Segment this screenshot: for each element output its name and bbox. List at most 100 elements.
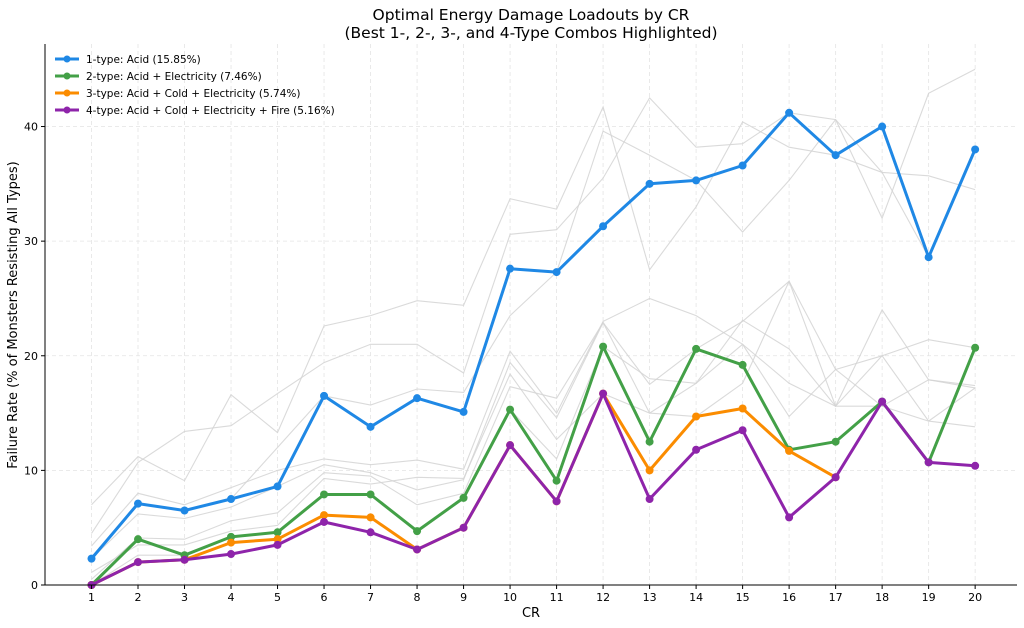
series-point	[320, 490, 329, 499]
x-tick-label: 8	[414, 591, 421, 604]
series-point	[692, 176, 701, 185]
chart-title: Optimal Energy Damage Loadouts by CR	[373, 6, 690, 24]
series-point	[320, 391, 329, 400]
series-point	[134, 535, 143, 544]
series-line	[90, 345, 977, 587]
x-tick-label: 12	[596, 591, 610, 604]
x-tick-label: 6	[321, 591, 328, 604]
legend-swatch-marker	[63, 72, 71, 80]
x-tick-label: 4	[228, 591, 235, 604]
series-point	[738, 360, 747, 369]
x-tick-label: 15	[736, 591, 750, 604]
series-point	[785, 108, 794, 117]
series-point	[552, 497, 561, 506]
x-tick-label: 14	[689, 591, 703, 604]
series-point	[459, 523, 468, 532]
series-point	[134, 558, 143, 567]
x-tick-label: 18	[875, 591, 889, 604]
series-point	[831, 437, 840, 446]
series-point	[134, 499, 143, 508]
series-layer	[87, 108, 980, 589]
series-line	[90, 111, 977, 560]
series-point	[413, 527, 422, 536]
legend-swatch-marker	[63, 89, 71, 97]
series-point	[273, 528, 282, 537]
series-point	[831, 151, 840, 160]
legend: 1-type: Acid (15.85%) 2-type: Acid + Elec…	[55, 54, 335, 117]
background-series-layer	[91, 68, 976, 586]
series-point	[413, 545, 422, 554]
legend-entry: 3-type: Acid + Cold + Electricity (5.74%…	[86, 88, 300, 100]
series-point	[366, 490, 375, 499]
x-tick-label: 19	[922, 591, 936, 604]
y-tick-label: 0	[31, 579, 38, 592]
series-point	[924, 253, 933, 262]
series-point	[320, 511, 329, 520]
x-tick-label: 1	[88, 591, 95, 604]
series-point	[878, 122, 887, 131]
series-point	[785, 446, 794, 455]
series-point	[227, 532, 236, 541]
series-point	[506, 264, 515, 273]
x-tick-label: 20	[968, 591, 982, 604]
series-point	[320, 517, 329, 526]
series-point	[506, 405, 515, 414]
series-point	[738, 426, 747, 435]
legend-entry: 1-type: Acid (15.85%)	[86, 54, 201, 66]
background-combo-line	[91, 105, 976, 506]
legend-swatch-marker	[63, 106, 71, 114]
series-point	[645, 466, 654, 475]
series-point	[971, 343, 980, 352]
legend-entry: 2-type: Acid + Electricity (7.46%)	[86, 71, 262, 83]
series-point	[227, 538, 236, 547]
series-point	[924, 458, 933, 467]
background-combo-line	[91, 280, 976, 559]
series-point	[180, 555, 189, 564]
series-point	[692, 445, 701, 454]
series-line	[90, 392, 976, 587]
chart-subtitle: (Best 1-, 2-, 3-, and 4-Type Combos High…	[345, 24, 718, 42]
series-point	[459, 407, 468, 416]
series-point	[971, 145, 980, 154]
x-tick-label: 13	[643, 591, 657, 604]
series-point	[413, 394, 422, 403]
series-point	[599, 342, 608, 351]
series-point	[645, 437, 654, 446]
series-point	[599, 389, 608, 398]
series-point	[273, 540, 282, 549]
background-combo-line	[91, 319, 976, 573]
legend-swatch-marker	[63, 55, 71, 63]
series-point	[552, 268, 561, 277]
series-point	[506, 441, 515, 450]
y-axis-label: Failure Rate (% of Monsters Resisting Al…	[6, 161, 21, 468]
x-axis-label: CR	[522, 606, 540, 621]
series-point	[692, 344, 701, 353]
x-tick-label: 2	[135, 591, 142, 604]
series-point	[645, 179, 654, 188]
series-point	[738, 161, 747, 170]
series-point	[785, 513, 794, 522]
series-point	[87, 554, 96, 563]
series-point	[831, 473, 840, 482]
background-combo-line	[91, 279, 976, 580]
y-tick-label: 20	[24, 350, 38, 363]
grid-layer	[45, 44, 1017, 586]
series-point	[366, 513, 375, 522]
series-point	[552, 476, 561, 485]
series-point	[227, 550, 236, 559]
series-point	[738, 404, 747, 413]
series-point	[459, 493, 468, 502]
x-tick-label: 11	[550, 591, 564, 604]
x-tick-label: 10	[503, 591, 517, 604]
background-combo-line	[91, 297, 976, 547]
x-tick-label: 5	[274, 591, 281, 604]
series-point	[599, 222, 608, 231]
series-point	[645, 495, 654, 504]
background-combo-line	[91, 68, 976, 534]
series-point	[227, 495, 236, 504]
x-tick-label: 3	[181, 591, 188, 604]
series-point	[878, 397, 887, 406]
series-point	[273, 482, 282, 491]
x-tick-label: 17	[829, 591, 843, 604]
